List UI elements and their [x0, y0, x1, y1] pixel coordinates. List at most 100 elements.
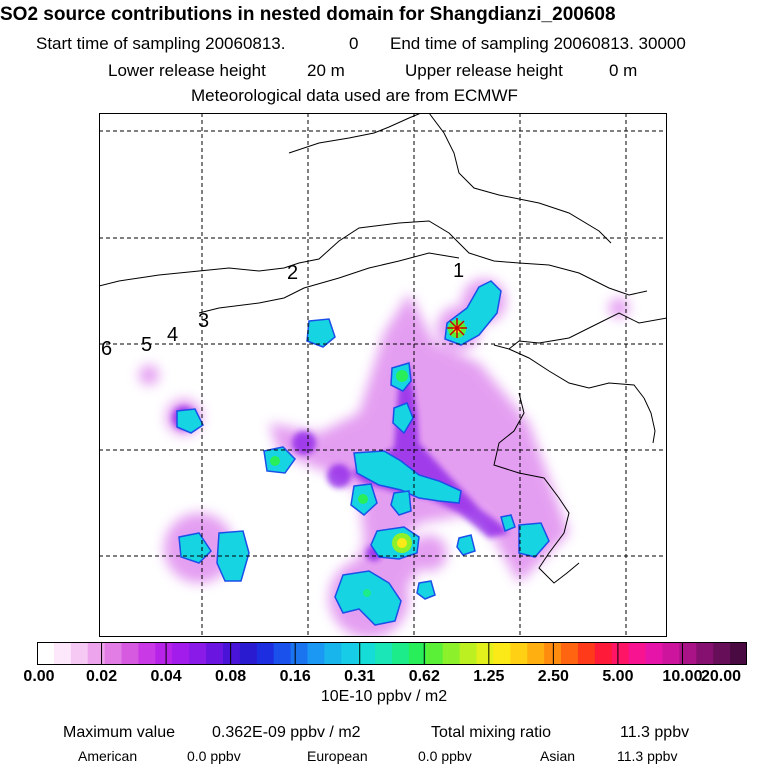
- colorbar-cell: [273, 642, 292, 665]
- colorbar-cell: [392, 642, 410, 665]
- colorbar-units: 10E-10 ppbv / m2: [320, 688, 448, 705]
- colorbar-cell: [476, 642, 494, 665]
- colorbar: [37, 642, 747, 665]
- graticule: [99, 113, 667, 637]
- colorbar-cell: [679, 642, 697, 665]
- colorbar-cell: [730, 642, 747, 665]
- colorbar-tick-label: 0.31: [344, 668, 376, 685]
- colorbar-cell: [53, 642, 72, 665]
- plume-cell: [456, 534, 476, 556]
- region-label-5: 5: [141, 334, 152, 356]
- colorbar-cell: [239, 642, 258, 665]
- upper-height-label: Upper release height: [405, 61, 563, 80]
- plume-cell: [392, 402, 414, 435]
- colorbar-cell: [375, 642, 393, 665]
- colorbar-cell: [104, 642, 123, 665]
- plume-cell: [353, 450, 462, 504]
- met-data-line: Meteorological data used are from ECMWF: [191, 86, 518, 105]
- colorbar-tick-label: 0.62: [408, 668, 440, 685]
- border-line: [99, 220, 648, 296]
- start-time-value: 0: [349, 34, 359, 53]
- asian-label: Asian: [540, 748, 576, 764]
- european-value: 0.0 ppbv: [418, 748, 472, 764]
- total-mixing-value: 11.3 ppbv: [620, 724, 690, 741]
- colorbar-cell: [561, 642, 579, 665]
- colorbar-cell: [172, 642, 190, 665]
- region-label-4: 4: [167, 324, 178, 346]
- region-label-3: 3: [198, 310, 209, 332]
- plume-cell: [416, 580, 436, 600]
- colorbar-cell: [138, 642, 156, 665]
- colorbar-cell: [256, 642, 275, 665]
- lower-height-label: Lower release height: [108, 61, 266, 80]
- coast-line: [643, 397, 656, 444]
- colorbar-cell: [527, 642, 545, 665]
- colorbar-cell: [594, 642, 613, 665]
- colorbar-cell: [324, 642, 342, 665]
- plume-cell: [176, 408, 204, 434]
- max-value: 0.362E-09 ppbv / m2: [212, 724, 361, 741]
- colorbar-tick-label: 0.08: [215, 668, 247, 685]
- colorbar-cells: [37, 642, 747, 665]
- colorbar-tick-label: 0.02: [85, 668, 118, 685]
- colorbar-cell: [696, 642, 714, 665]
- region-label-2: 2: [287, 262, 298, 284]
- end-time-label: End time of sampling 20060813. 30000: [390, 34, 686, 53]
- colorbar-tick-label: 0.00: [23, 668, 55, 685]
- coast-line: [508, 348, 645, 399]
- colorbar-cell: [222, 642, 241, 665]
- coast-line: [493, 392, 580, 584]
- colorbar-cell: [628, 642, 647, 665]
- colorbar-cell: [358, 642, 376, 665]
- colorbar-frame: [37, 642, 747, 665]
- colorbar-tick-label: 1.25: [473, 668, 505, 685]
- colorbar-cell: [87, 642, 106, 665]
- region-label-6: 6: [101, 338, 112, 360]
- colorbar-cell: [70, 642, 89, 665]
- border-line: [288, 113, 422, 154]
- european-label: European: [307, 748, 368, 764]
- border-line: [428, 113, 612, 244]
- american-label: American: [78, 748, 138, 764]
- plume-cell: [334, 570, 402, 626]
- start-time-label: Start time of sampling 20060813.: [36, 34, 286, 53]
- colorbar-cell: [206, 642, 224, 665]
- map-frame: [99, 113, 667, 637]
- colorbar-tick-label: 10.00: [662, 668, 703, 685]
- colorbar-cell: [425, 642, 444, 665]
- american-value: 0.0 ppbv: [187, 748, 241, 764]
- lower-height-value: 20 m: [307, 61, 345, 80]
- colorbar-cell: [408, 642, 427, 665]
- colorbar-cell: [645, 642, 663, 665]
- map-panel: 1 2 3 4 5 6: [99, 113, 667, 637]
- upper-height-value: 0 m: [609, 61, 638, 80]
- asian-value: 11.3 ppbv: [617, 748, 678, 764]
- colorbar-cell: [341, 642, 359, 665]
- colorbar-tick-label: 2.50: [537, 668, 569, 685]
- plume-cell: [518, 522, 550, 558]
- plume-cell: [390, 490, 412, 516]
- colorbar-cell: [459, 642, 478, 665]
- colorbar-cell: [577, 642, 596, 665]
- colorbar-cell: [662, 642, 680, 665]
- colorbar-cell: [544, 642, 562, 665]
- page-title: SO2 source contributions in nested domai…: [0, 4, 616, 25]
- colorbar-cell: [121, 642, 139, 665]
- colorbar-tick-label: 0.04: [150, 668, 182, 685]
- plume-cell: [500, 514, 516, 533]
- coast-line: [493, 312, 667, 350]
- max-value-label: Maximum value: [63, 724, 176, 741]
- colorbar-cell: [37, 642, 55, 665]
- colorbar-cell: [155, 642, 173, 665]
- colorbar-cell: [510, 642, 528, 665]
- colorbar-cell: [611, 642, 630, 665]
- colorbar-tick-label: 20.00: [700, 668, 742, 685]
- colorbar-tick-label: 5.00: [602, 668, 634, 685]
- colorbar-cell: [307, 642, 325, 665]
- colorbar-cell: [442, 642, 461, 665]
- region-label-1: 1: [453, 260, 464, 282]
- star-marker-icon: [447, 318, 467, 338]
- total-mixing-label: Total mixing ratio: [431, 724, 552, 741]
- colorbar-cell: [290, 642, 308, 665]
- colorbar-cell: [713, 642, 731, 665]
